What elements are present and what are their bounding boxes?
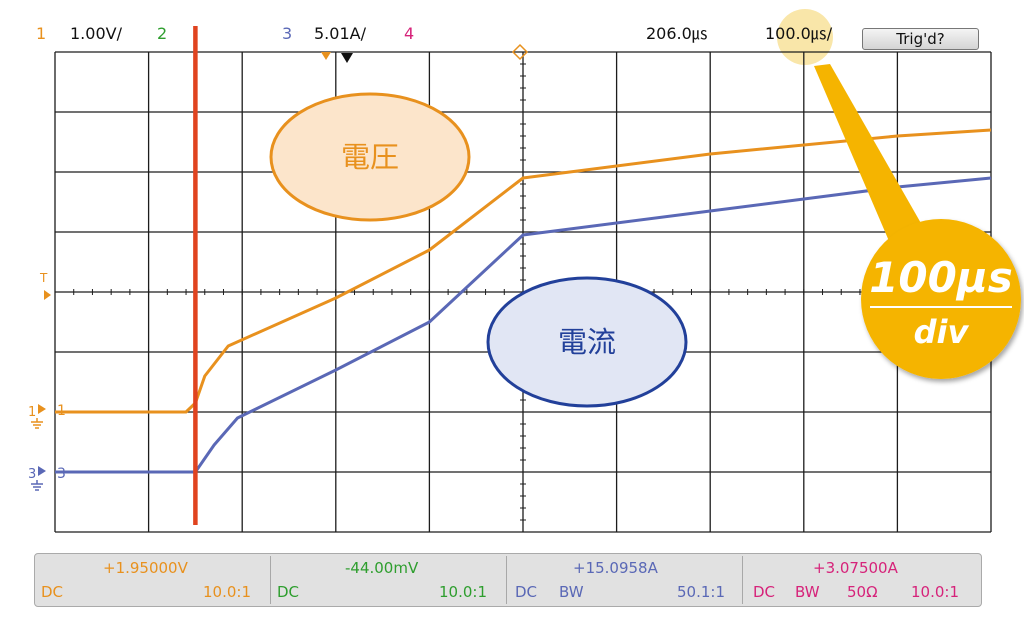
- ch3-ground-icon: [31, 480, 43, 491]
- ch3-coupling: DC: [515, 583, 538, 601]
- ch2-probe-ratio: 10.0:1: [439, 583, 487, 601]
- ch2-number[interactable]: 2: [157, 24, 168, 43]
- time-offset: 206.0㎲: [646, 24, 708, 43]
- ch1-offset-marker: [321, 52, 331, 60]
- ch3-ground-label: 3: [28, 467, 36, 482]
- ch4-status[interactable]: +3.07500A DC BW 50Ω 10.0:1: [743, 554, 981, 606]
- status-divider: [506, 556, 507, 604]
- trigger-position-marker[interactable]: [341, 53, 353, 63]
- ch4-coupling: DC: [753, 583, 776, 601]
- ch1-status[interactable]: +1.95000V DC 10.0:1: [35, 554, 270, 606]
- ch3-current-trace: [55, 176, 992, 474]
- ch4-probe-ratio: 10.0:1: [911, 583, 959, 601]
- ch2-measured-value: -44.00mV: [345, 559, 419, 577]
- ch1-ground-icon: [31, 418, 43, 429]
- time-scale: 100.0㎲/: [765, 24, 833, 43]
- time-reference-marker: [511, 43, 529, 61]
- timebase-callout: 100μs div: [814, 64, 1021, 379]
- current-callout-label: 電流: [558, 325, 616, 359]
- ch1-ground-marker[interactable]: [38, 404, 46, 414]
- ch4-measured-value: +3.07500A: [813, 559, 898, 577]
- timebase-callout-value: 100μs: [869, 253, 1013, 302]
- ch3-measured-value: +15.0958A: [573, 559, 658, 577]
- voltage-callout-label: 電圧: [341, 140, 399, 174]
- trigger-level-label: T: [39, 271, 48, 285]
- timebase-callout-unit: div: [914, 313, 970, 351]
- ch3-status[interactable]: +15.0958A DC BW 50.1:1: [507, 554, 742, 606]
- trigger-status-button[interactable]: Trig'd?: [862, 28, 979, 50]
- ch3-probe-ratio: 50.1:1: [677, 583, 725, 601]
- ch3-ground-marker[interactable]: [38, 466, 46, 476]
- ch2-coupling: DC: [277, 583, 300, 601]
- channel-status-bar: +1.95000V DC 10.0:1 -44.00mV DC 10.0:1 +…: [34, 553, 982, 607]
- voltage-callout: 電圧: [269, 92, 471, 222]
- ch3-number[interactable]: 3: [282, 24, 293, 43]
- ch3-bandwidth-limit: BW: [559, 583, 584, 601]
- time-scale-highlight: [777, 9, 833, 65]
- ch1-scale: 1.00V/: [70, 24, 122, 43]
- ch3-trace-label: 3: [57, 466, 66, 482]
- ch4-number[interactable]: 4: [404, 24, 415, 43]
- ch1-probe-ratio: 10.0:1: [203, 583, 251, 601]
- status-divider: [270, 556, 271, 604]
- ch4-bandwidth-limit: BW: [795, 583, 820, 601]
- ch1-ground-label: 1: [28, 405, 36, 420]
- ch2-status[interactable]: -44.00mV DC 10.0:1: [271, 554, 506, 606]
- ch1-coupling: DC: [41, 583, 64, 601]
- ch1-number[interactable]: 1: [36, 24, 47, 43]
- trigger-level-marker[interactable]: [44, 290, 51, 300]
- ch4-impedance: 50Ω: [847, 583, 878, 601]
- grid: [54, 51, 992, 533]
- ch1-voltage-trace: [55, 128, 992, 414]
- current-callout: 電流: [486, 276, 688, 408]
- status-divider: [742, 556, 743, 604]
- ch1-measured-value: +1.95000V: [103, 559, 188, 577]
- ch3-scale: 5.01A/: [314, 24, 366, 43]
